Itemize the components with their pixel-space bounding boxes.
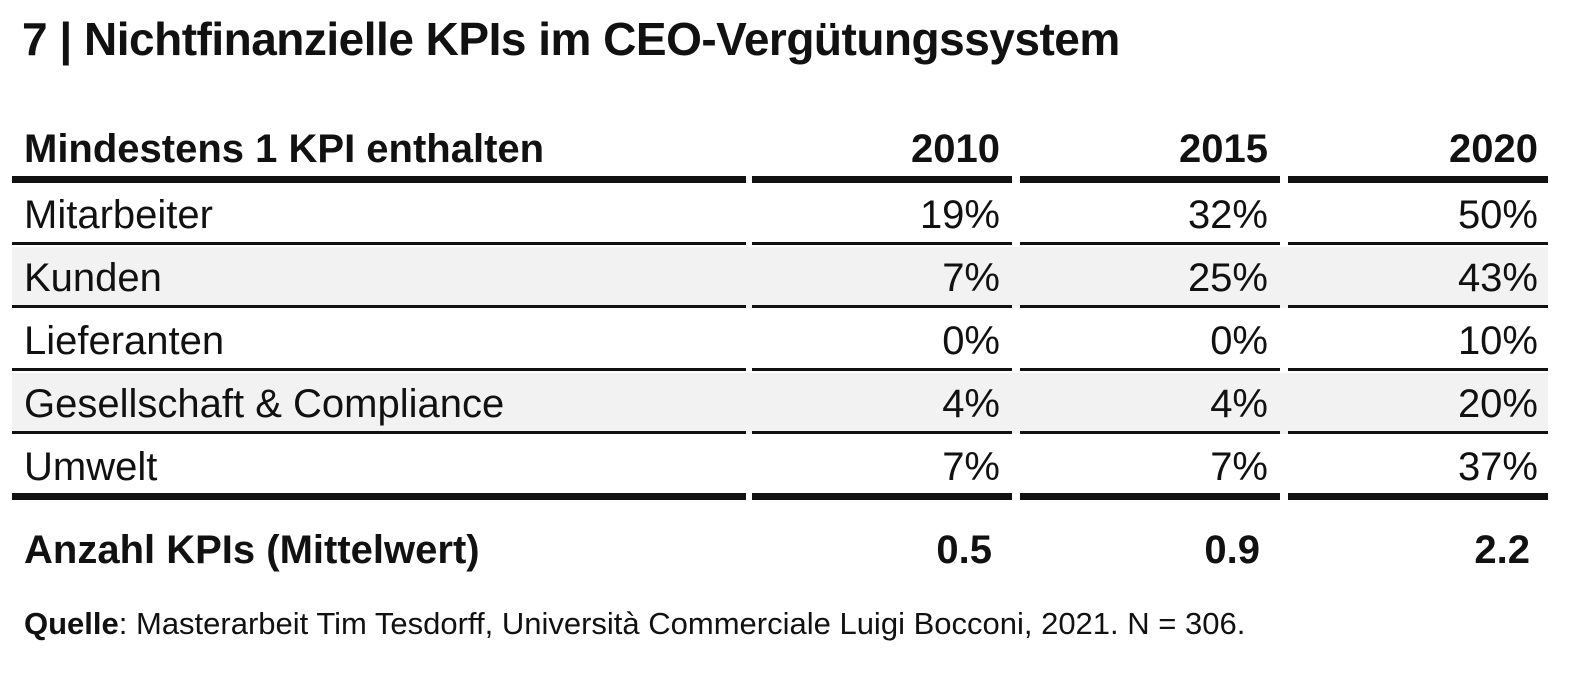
table-cell: 43% [1457,256,1538,300]
header-rule-3 [1288,176,1548,183]
row-rule-3 [1288,305,1548,308]
column-header-2015: 2015 [1179,127,1268,171]
source-label: Quelle [24,606,119,641]
row-rule-0 [12,242,746,245]
row-rule-2 [1020,305,1280,308]
row-rule-1 [752,431,1012,434]
summary-value: 2.2 [1474,528,1530,572]
row-rule-1 [752,242,1012,245]
table-cell: 10% [1457,319,1538,363]
table-cell: 19% [919,193,1000,237]
source-text: : Masterarbeit Tim Tesdorff, Università … [118,606,1246,641]
row-rule-0 [12,305,746,308]
row-rule-0 [12,368,746,371]
column-header-2010: 2010 [911,127,1000,171]
row-rule-1 [752,368,1012,371]
row-rule-0 [12,431,746,434]
chart-title: 7 | Nichtfinanzielle KPIs im CEO-Vergütu… [22,13,1120,65]
row-label: Lieferanten [24,319,225,363]
row-rule-3 [1288,242,1548,245]
row-label: Mitarbeiter [24,193,213,237]
table-cell: 7% [1210,445,1268,489]
table-cell: 37% [1457,445,1538,489]
summary-label: Anzahl KPIs (Mittelwert) [24,528,480,572]
column-header-2020: 2020 [1449,127,1538,171]
row-rule-3 [1288,431,1548,434]
summary-value: 0.9 [1204,528,1260,572]
row-rule-3 [1288,368,1548,371]
table-cell: 0% [1210,319,1268,363]
table-cell: 32% [1187,193,1268,237]
header-rule-2 [1020,176,1280,183]
header-rule-0 [12,176,746,183]
row-rule-1 [752,305,1012,308]
row-header-label: Mindestens 1 KPI enthalten [24,127,545,171]
summary-value: 0.5 [936,528,992,572]
bottom-rule-1 [752,493,1012,500]
table-cell: 50% [1457,193,1538,237]
table-cell: 4% [942,382,1000,426]
table-cell: 0% [942,319,1000,363]
header-rule-1 [752,176,1012,183]
row-shade [12,247,1548,308]
bottom-rule-3 [1288,493,1548,500]
row-label: Gesellschaft & Compliance [24,382,505,426]
table-cell: 4% [1210,382,1268,426]
bottom-rule-0 [12,493,746,500]
row-rule-2 [1020,431,1280,434]
table-cell: 20% [1457,382,1538,426]
row-shade [12,373,1548,434]
source-note: Quelle: Masterarbeit Tim Tesdorff, Unive… [24,606,1245,642]
row-label: Umwelt [24,445,158,489]
row-label: Kunden [24,256,162,300]
table-cell: 7% [942,445,1000,489]
table-cell: 7% [942,256,1000,300]
table-cell: 25% [1187,256,1268,300]
bottom-rule-2 [1020,493,1280,500]
row-rule-2 [1020,368,1280,371]
row-rule-2 [1020,242,1280,245]
